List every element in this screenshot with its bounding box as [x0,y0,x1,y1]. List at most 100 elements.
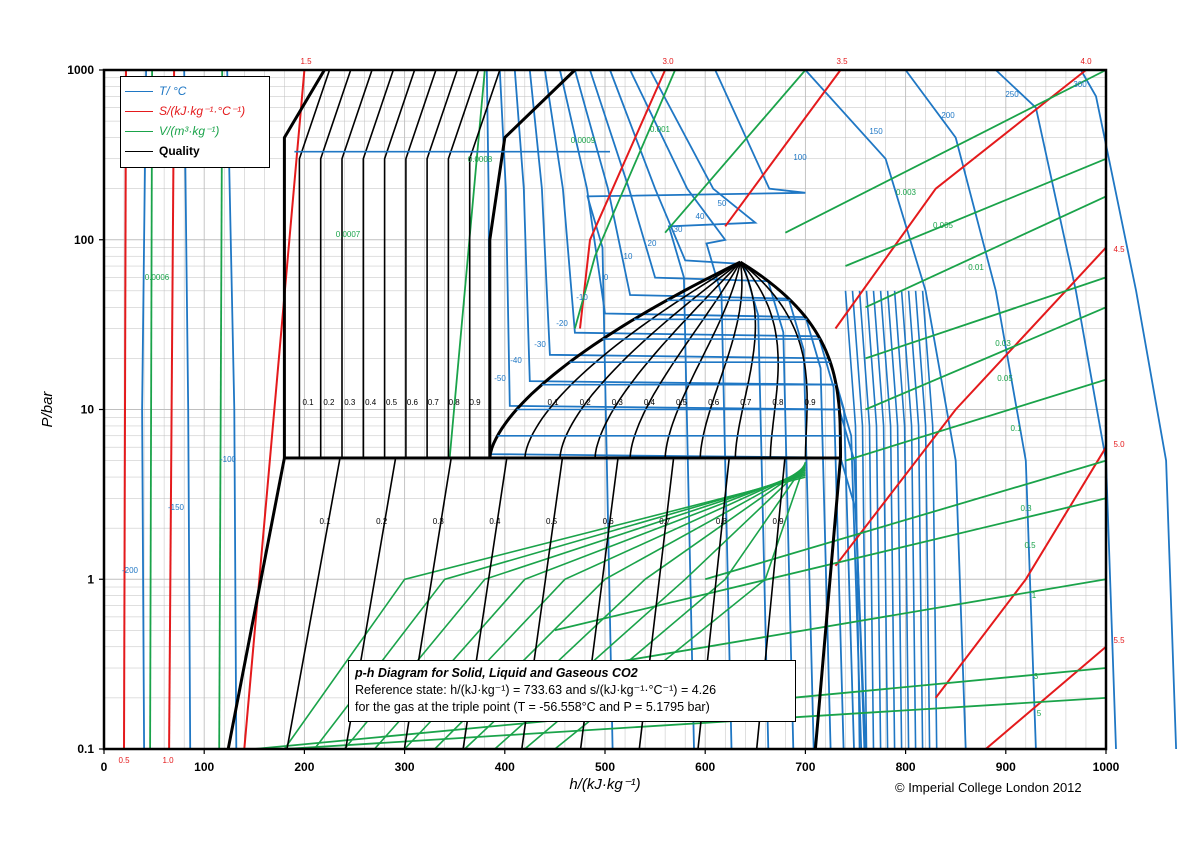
legend-entry-quality: Quality [125,143,200,159]
y-tick-label: 100 [74,233,94,247]
isentrope-4.0 [834,69,1087,330]
isotherm--20 [528,69,855,750]
quality-label-solid-vapour: 0.2 [376,517,388,526]
copyright: © Imperial College London 2012 [895,780,1082,795]
quality-liquid-0.1 [524,261,741,459]
volume-label-5: 5 [1037,709,1042,718]
quality-label-liquid-vapour: 0.6 [708,398,720,407]
quality-liquid-0.8 [739,261,780,459]
legend-label-temperature: T/ °C [159,84,187,98]
volume-label-0.05: 0.05 [997,374,1013,383]
info-box: p-h Diagram for Solid, Liquid and Gaseou… [348,660,796,722]
temperature-label-100: 100 [793,153,807,162]
temperature-label--10: -10 [576,293,588,302]
isotherm-250 [995,69,1117,750]
volume-label-0.03: 0.03 [995,339,1011,348]
y-tick-label: 0.1 [77,742,94,756]
isentrope-0.5 [123,69,127,750]
quality-label-liquid-vapour: 0.2 [580,398,592,407]
quality-label-liquid-vapour: 0.4 [644,398,656,407]
quality-solid-liquid-0.4 [362,69,395,458]
isotherm-10 [574,69,815,750]
quality-solid-liquid-0.8 [447,69,480,458]
quality-liquid-0.5 [664,261,742,459]
quality-solid-liquid-0.5 [383,69,416,458]
quality-label-solid-vapour: 0.8 [716,517,728,526]
isotherm-dense [851,290,868,750]
legend-label-entropy: S/(kJ·kg⁻¹·°C⁻¹) [159,104,246,118]
isotherm-dense [900,290,917,750]
y-tick-label: 1000 [67,63,94,77]
y-tick-label: 10 [81,403,95,417]
legend: T/ °C S/(kJ·kg⁻¹·°C⁻¹) V/(m³·kg⁻¹) Quali… [120,76,270,168]
volume-label-3: 3 [1034,672,1039,681]
x-tick-label: 700 [795,760,815,774]
volume-label-0.005: 0.005 [933,221,954,230]
quality-label-solid-liquid: 0.4 [365,398,377,407]
x-tick-label: 900 [996,760,1016,774]
isentrope-1.0 [168,69,176,750]
x-tick-label: 500 [595,760,615,774]
isentrope-5.0 [934,446,1107,699]
volume-label-1: 1 [1032,591,1037,600]
isotherm-dense [886,290,903,750]
quality-label-liquid-vapour: 0.8 [772,398,784,407]
isochore-0.0007 [218,69,224,750]
reference-line-2: for the gas at the triple point (T = -56… [355,700,710,714]
legend-entry-volume: V/(m³·kg⁻¹) [125,123,219,139]
isotherm-dense [907,290,924,750]
temperature-label-10: 10 [624,252,633,261]
quality-liquid-0.7 [734,261,757,459]
isotherm-dense [844,290,861,750]
quality-label-solid-vapour: 0.5 [546,517,558,526]
isochore-0.005 [845,157,1107,267]
temperature-label-250: 250 [1005,90,1019,99]
temperature-label-40: 40 [696,212,705,221]
entropy-label-0.5: 0.5 [118,756,130,765]
isochore-0.001 [664,69,807,234]
isotherm--150 [183,69,192,750]
quality-solid-liquid-0.7 [426,69,458,458]
solid-liquid-left [282,69,326,458]
isotherm--30 [513,69,863,750]
y-axis-label: P/bar [39,391,56,428]
isotherm-30 [609,69,770,750]
x-tick-label: 300 [395,760,415,774]
temperature-label-30: 30 [674,225,683,234]
temperature-label--40: -40 [510,356,522,365]
temperature-label--50: -50 [494,374,506,383]
isochore-fan [283,476,806,750]
isochore-0.05 [865,306,1107,411]
x-tick-label: 1000 [1093,760,1120,774]
isotherm-dense [893,290,910,750]
temperature-label--30: -30 [534,340,546,349]
x-axis-label: h/(kJ·kg⁻¹) [569,776,640,793]
quality-label-liquid-vapour: 0.7 [740,398,752,407]
quality-solid-liquid-0.9 [468,69,501,458]
temperature-label-0: 0 [604,273,609,282]
quality-label-solid-liquid: 0.8 [449,398,461,407]
quality-liquid-0.3 [594,261,741,459]
quality-label-solid-vapour: 0.4 [489,517,501,526]
quality-liquid-0.9 [739,261,808,459]
temperature-label--150: -150 [168,503,185,512]
reference-line-1: Reference state: h/(kJ·kg⁻¹) = 733.63 an… [355,683,717,697]
isentrope-1.5 [243,69,306,750]
isentrope-4.5 [834,246,1107,567]
quality-label-solid-liquid: 0.9 [469,398,481,407]
quality-solid-vapour-0.1 [286,457,341,750]
temperature-label-20: 20 [648,239,657,248]
volume-label-0.01: 0.01 [968,263,984,272]
isochore-0.1 [845,378,1107,462]
entropy-label-5.0: 5.0 [1113,440,1125,449]
entropy-label-4.5: 4.5 [1113,245,1125,254]
volume-label-0.0008: 0.0008 [468,155,493,164]
isotherm-dense [872,290,889,750]
isochore-0.0009 [574,69,676,329]
isotherm-150 [804,69,967,750]
isotherm-dense [879,290,896,750]
quality-label-solid-liquid: 0.2 [323,398,335,407]
entropy-label-3.0: 3.0 [662,57,674,66]
quality-solid-liquid-0.6 [405,69,437,458]
